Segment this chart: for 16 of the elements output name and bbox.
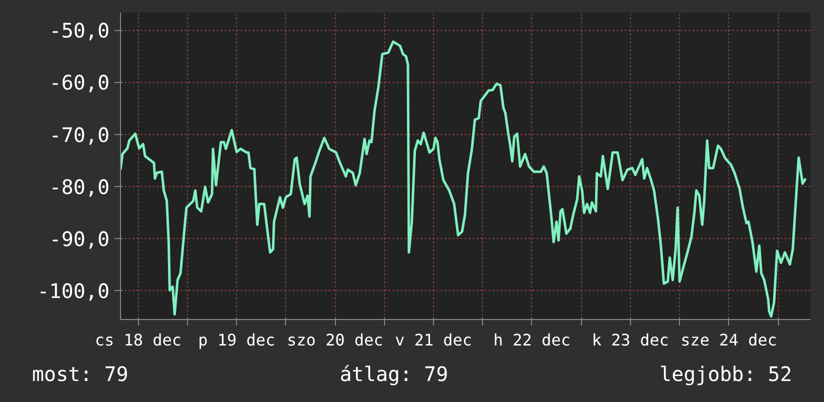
y-tick-label: -70,0 xyxy=(49,122,110,147)
x-tick-label: cs 18 dec xyxy=(94,330,182,350)
x-tick-label: szo 20 dec xyxy=(286,330,384,350)
x-tick-label: p 19 dec xyxy=(198,330,276,350)
y-tick-label: -60,0 xyxy=(49,70,110,95)
x-tick-label: k 23 dec xyxy=(592,330,669,350)
y-tick-label: -100,0 xyxy=(37,278,110,303)
text: legjobb: 52 xyxy=(660,361,792,388)
x-tick-label: v 21 dec xyxy=(394,330,472,350)
y-tick-label: -90,0 xyxy=(49,226,110,251)
x-tick-label: h 22 dec xyxy=(493,330,570,350)
y-tick-label: -80,0 xyxy=(49,174,110,199)
text: átlag: 79 xyxy=(340,361,448,388)
text: most: 79 xyxy=(32,361,128,388)
x-tick-label: sze 24 dec xyxy=(680,330,777,350)
y-tick-label: -50,0 xyxy=(49,18,110,43)
